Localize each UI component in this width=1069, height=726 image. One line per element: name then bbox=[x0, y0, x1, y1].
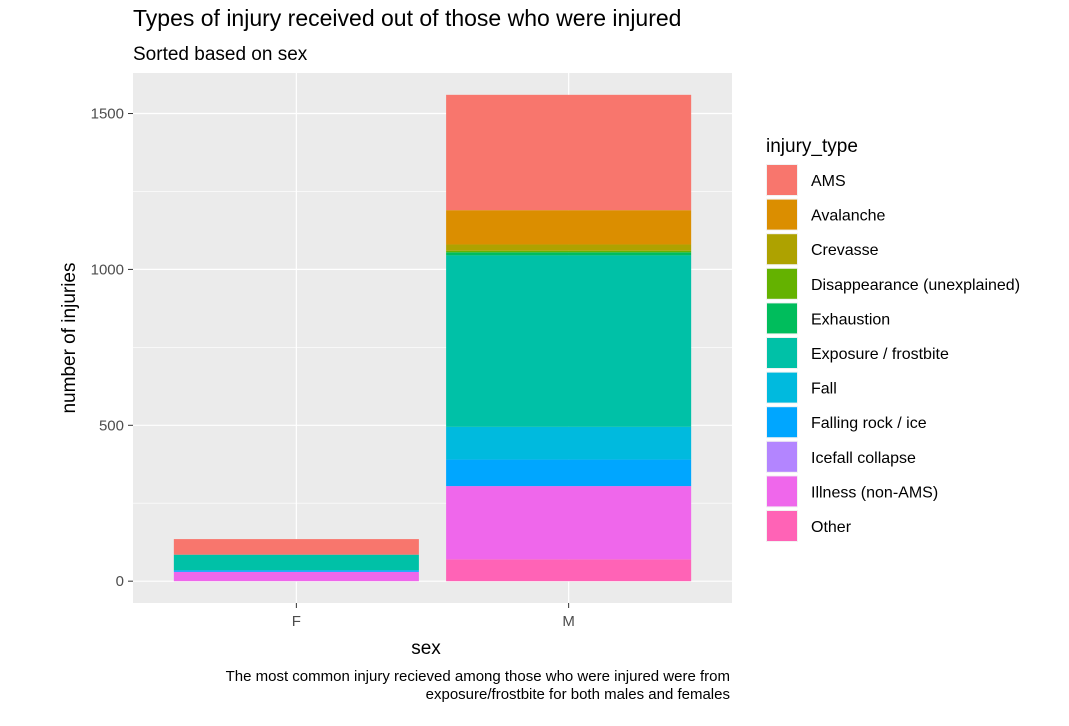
bar-segment-M-exhaustion bbox=[446, 252, 692, 256]
bar-segment-M-exposure-frostbite bbox=[446, 255, 692, 427]
x-tick-label: M bbox=[562, 613, 575, 630]
y-tick-label: 1500 bbox=[91, 106, 124, 123]
legend-label: Falling rock / ice bbox=[811, 415, 927, 432]
bars bbox=[173, 94, 692, 582]
legend-swatch bbox=[767, 476, 797, 507]
caption-line-1: The most common injury recieved among th… bbox=[226, 668, 730, 685]
legend-swatch bbox=[767, 511, 797, 541]
bar-segment-F-exposure-frostbite bbox=[173, 554, 419, 571]
bar-segment-M-avalanche bbox=[446, 210, 692, 245]
legend-label: Fall bbox=[811, 381, 837, 398]
y-axis-title: number of injuries bbox=[59, 262, 80, 413]
legend-label: Avalanche bbox=[811, 208, 886, 225]
legend-label: Exposure / frostbite bbox=[811, 346, 949, 363]
bar-segment-M-other bbox=[446, 559, 692, 582]
bar-segment-M-crevasse bbox=[446, 244, 692, 251]
bar-segment-M-illness-non-ams- bbox=[446, 486, 692, 560]
bar-segment-F-falling-rock-ice bbox=[173, 570, 419, 572]
legend-swatch bbox=[767, 338, 797, 368]
bar-segment-M-ams bbox=[446, 94, 692, 211]
legend-swatch bbox=[767, 268, 797, 299]
legend-label: Other bbox=[811, 519, 852, 536]
legend-swatch bbox=[767, 165, 797, 195]
chart-subtitle: Sorted based on sex bbox=[133, 44, 308, 65]
legend-swatch bbox=[767, 303, 797, 334]
y-tick-label: 0 bbox=[116, 573, 124, 590]
legend-label: Disappearance (unexplained) bbox=[811, 277, 1020, 294]
chart-title: Types of injury received out of those wh… bbox=[133, 5, 681, 31]
legend-swatch bbox=[767, 441, 797, 472]
bar-segment-M-fall bbox=[446, 426, 692, 460]
y-tick-label: 1000 bbox=[91, 261, 124, 278]
y-tick-label: 500 bbox=[99, 417, 124, 434]
legend-swatch bbox=[767, 372, 797, 403]
axes: 0 500 1000 1500 F M bbox=[91, 106, 575, 630]
bar-segment-M-falling-rock-ice bbox=[446, 459, 692, 487]
caption-line-2: exposure/frostbite for both males and fe… bbox=[426, 686, 730, 703]
legend: AMS Avalanche Crevasse Disappearance (unexp… bbox=[766, 164, 1020, 542]
legend-label: Exhaustion bbox=[811, 311, 890, 328]
legend-label: Icefall collapse bbox=[811, 450, 916, 467]
legend-swatch bbox=[767, 234, 797, 265]
legend-swatch bbox=[767, 199, 797, 230]
bar-segment-M-disappearance-unexplained- bbox=[446, 250, 692, 253]
x-axis-title: sex bbox=[411, 638, 441, 659]
legend-title: injury_type bbox=[766, 136, 858, 157]
legend-swatch bbox=[767, 407, 797, 438]
bar-segment-F-ams bbox=[173, 539, 419, 555]
x-tick-label: F bbox=[292, 613, 301, 630]
legend-label: Illness (non-AMS) bbox=[811, 484, 938, 501]
legend-label: Crevasse bbox=[811, 242, 879, 259]
legend-label: AMS bbox=[811, 173, 846, 190]
bar-segment-F-illness-non-ams- bbox=[173, 571, 419, 582]
